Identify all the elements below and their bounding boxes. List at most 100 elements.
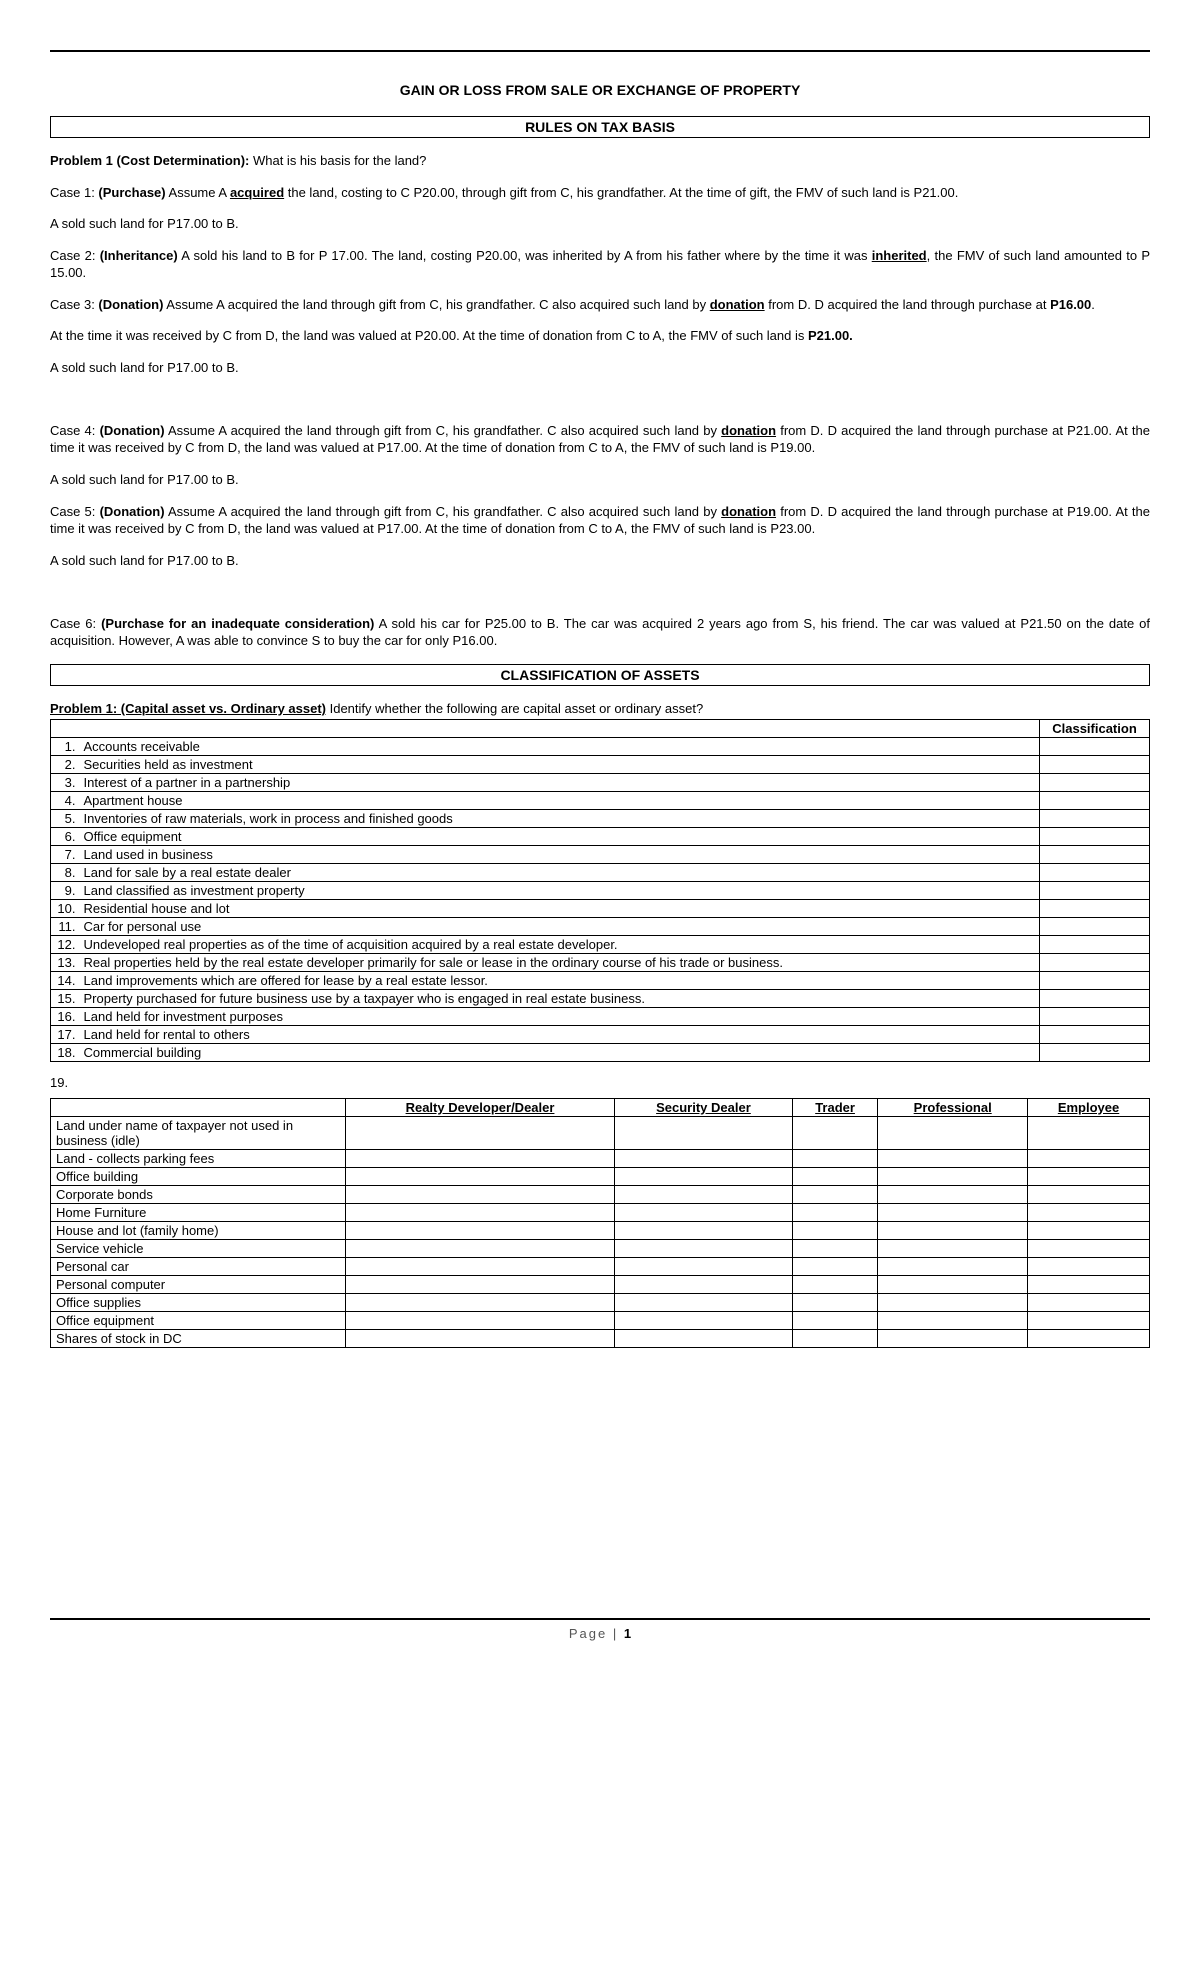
row-class[interactable] <box>1040 828 1150 846</box>
t19-cell[interactable] <box>878 1203 1028 1221</box>
t19-cell[interactable] <box>878 1221 1028 1239</box>
t19-cell[interactable] <box>1028 1275 1150 1293</box>
table-row: Service vehicle <box>51 1239 1150 1257</box>
t19-cell[interactable] <box>346 1311 615 1329</box>
t19-cell[interactable] <box>346 1239 615 1257</box>
t19-cell[interactable] <box>615 1167 793 1185</box>
t19-cell[interactable] <box>792 1293 877 1311</box>
table-19: Realty Developer/Dealer Security Dealer … <box>50 1098 1150 1348</box>
t19-cell[interactable] <box>878 1329 1028 1347</box>
case-1: Case 1: (Purchase) Assume A acquired the… <box>50 184 1150 202</box>
t19-cell[interactable] <box>346 1203 615 1221</box>
t19-cell[interactable] <box>878 1116 1028 1149</box>
main-title: GAIN OR LOSS FROM SALE OR EXCHANGE OF PR… <box>50 82 1150 98</box>
t19-cell[interactable] <box>1028 1329 1150 1347</box>
row-class[interactable] <box>1040 954 1150 972</box>
row-class[interactable] <box>1040 918 1150 936</box>
row-num: 10. <box>51 900 79 918</box>
row-class[interactable] <box>1040 846 1150 864</box>
row-desc: Office equipment <box>79 828 1040 846</box>
row-class[interactable] <box>1040 900 1150 918</box>
t19-cell[interactable] <box>1028 1311 1150 1329</box>
row-num: 2. <box>51 756 79 774</box>
t19-cell[interactable] <box>792 1311 877 1329</box>
t19-cell[interactable] <box>1028 1239 1150 1257</box>
case-5-donation: donation <box>721 504 776 519</box>
t19-cell[interactable] <box>1028 1167 1150 1185</box>
row-class[interactable] <box>1040 756 1150 774</box>
t19-cell[interactable] <box>346 1293 615 1311</box>
row-class[interactable] <box>1040 774 1150 792</box>
t19-cell[interactable] <box>615 1116 793 1149</box>
t19-cell[interactable] <box>346 1185 615 1203</box>
t19-cell[interactable] <box>615 1293 793 1311</box>
t19-cell[interactable] <box>878 1257 1028 1275</box>
t19-cell[interactable] <box>615 1275 793 1293</box>
t19-cell[interactable] <box>615 1329 793 1347</box>
row-class[interactable] <box>1040 972 1150 990</box>
row-class[interactable] <box>1040 990 1150 1008</box>
t19-cell[interactable] <box>346 1167 615 1185</box>
t19-cell[interactable] <box>615 1203 793 1221</box>
t19-cell[interactable] <box>615 1221 793 1239</box>
t19-cell[interactable] <box>792 1257 877 1275</box>
table-row: Office equipment <box>51 1311 1150 1329</box>
row-class[interactable] <box>1040 1008 1150 1026</box>
t19-cell[interactable] <box>346 1221 615 1239</box>
row-class[interactable] <box>1040 882 1150 900</box>
row-desc: Residential house and lot <box>79 900 1040 918</box>
t19-cell[interactable] <box>615 1257 793 1275</box>
t19-cell[interactable] <box>346 1149 615 1167</box>
t19-cell[interactable] <box>1028 1221 1150 1239</box>
t19-cell[interactable] <box>878 1239 1028 1257</box>
case-3-amount: P16.00 <box>1050 297 1091 312</box>
t19-cell[interactable] <box>792 1203 877 1221</box>
t19-cell[interactable] <box>615 1311 793 1329</box>
t19-cell[interactable] <box>1028 1149 1150 1167</box>
t19-cell[interactable] <box>346 1257 615 1275</box>
t19-cell[interactable] <box>1028 1116 1150 1149</box>
row-class[interactable] <box>1040 936 1150 954</box>
case-6-prefix: Case 6: <box>50 616 101 631</box>
t19-cell[interactable] <box>1028 1203 1150 1221</box>
t19-cell[interactable] <box>792 1149 877 1167</box>
t19-cell[interactable] <box>615 1185 793 1203</box>
t19-cell[interactable] <box>792 1167 877 1185</box>
t19-cell[interactable] <box>1028 1293 1150 1311</box>
t19-cell[interactable] <box>878 1311 1028 1329</box>
row-class[interactable] <box>1040 864 1150 882</box>
t19-cell[interactable] <box>792 1329 877 1347</box>
t19-cell[interactable] <box>792 1239 877 1257</box>
row-class[interactable] <box>1040 738 1150 756</box>
t19-cell[interactable] <box>346 1329 615 1347</box>
t19-cell[interactable] <box>792 1275 877 1293</box>
t19-cell[interactable] <box>792 1116 877 1149</box>
t19-label: House and lot (family home) <box>51 1221 346 1239</box>
t19-cell[interactable] <box>792 1185 877 1203</box>
row-class[interactable] <box>1040 810 1150 828</box>
classification-header: Classification <box>1040 720 1150 738</box>
t19-cell[interactable] <box>878 1293 1028 1311</box>
t19-cell[interactable] <box>1028 1257 1150 1275</box>
case-2-type: (Inheritance) <box>100 248 178 263</box>
t19-cell[interactable] <box>878 1149 1028 1167</box>
row-class[interactable] <box>1040 1026 1150 1044</box>
t19-cell[interactable] <box>792 1221 877 1239</box>
t19-cell[interactable] <box>346 1275 615 1293</box>
section-classification: CLASSIFICATION OF ASSETS <box>50 664 1150 686</box>
t19-cell[interactable] <box>615 1149 793 1167</box>
t19-cell[interactable] <box>615 1239 793 1257</box>
problem-1-capital: Problem 1: (Capital asset vs. Ordinary a… <box>50 700 1150 718</box>
t19-cell[interactable] <box>878 1185 1028 1203</box>
case-4-sold: A sold such land for P17.00 to B. <box>50 471 1150 489</box>
row-num: 13. <box>51 954 79 972</box>
t19-cell[interactable] <box>878 1275 1028 1293</box>
row-class[interactable] <box>1040 1044 1150 1062</box>
t19-h1-text: Security Dealer <box>656 1100 751 1115</box>
t19-cell[interactable] <box>878 1167 1028 1185</box>
row-class[interactable] <box>1040 792 1150 810</box>
row-desc: Undeveloped real properties as of the ti… <box>79 936 1040 954</box>
t19-cell[interactable] <box>1028 1185 1150 1203</box>
row-num: 1. <box>51 738 79 756</box>
t19-cell[interactable] <box>346 1116 615 1149</box>
